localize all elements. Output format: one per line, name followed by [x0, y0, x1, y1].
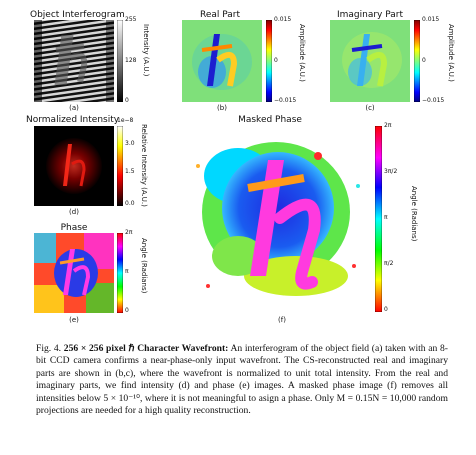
panel-b-image	[182, 20, 262, 102]
panel-d-image	[34, 126, 114, 206]
panel-c-title: Imaginary Part	[336, 10, 404, 20]
panel-a-tick: 255	[125, 16, 137, 23]
panel-e-title: Phase	[60, 223, 88, 233]
panel-c-tick: 0	[422, 57, 426, 64]
figure-caption: Fig. 4. 256 × 256 pixel ℏ Character Wave…	[36, 343, 448, 417]
panel-c-sublabel: (c)	[365, 104, 375, 112]
panel-d-tick: 3.0	[125, 140, 135, 147]
panel-d-tick: 0.0	[125, 200, 135, 207]
panel-a-image	[34, 20, 114, 102]
panel-e-sublabel: (e)	[69, 316, 79, 324]
panel-b-colorbar	[266, 20, 272, 102]
panel-f-tick: 0	[384, 306, 388, 313]
figure-4: Object Interferogram (a) 255 128 0 Inten…	[26, 10, 455, 324]
panel-e-colorbar	[117, 233, 123, 313]
panel-c-tick: 0.015	[422, 16, 440, 23]
panel-e-image	[34, 233, 114, 313]
panel-d-colorbar	[117, 126, 123, 206]
panel-f-tick: 3π/2	[384, 168, 398, 175]
panel-e-tick: 0	[125, 307, 129, 314]
panel-c-tick: −0.015	[422, 97, 445, 104]
panel-f-tick: π/2	[384, 260, 394, 267]
caption-fig-label: Fig. 4.	[36, 343, 62, 354]
panel-f-tick: 2π	[384, 122, 392, 129]
panel-a-colorbar	[117, 20, 123, 102]
panel-f-title: Masked Phase	[238, 115, 302, 125]
caption-body: An interferogram of the object field (a)…	[36, 343, 448, 417]
panel-e-tick: π	[125, 268, 129, 275]
panel-c-colorbar-label: Amplitude (A.U.)	[447, 24, 455, 82]
panel-a-tick: 128	[125, 57, 137, 64]
panel-d-title: Normalized Intensity	[26, 115, 120, 125]
panel-d-exponent: 1e−8	[117, 117, 134, 124]
panel-d-colorbar-label: Relative Intensity (A.U.)	[140, 124, 148, 207]
panel-f-colorbar-label: Angle (Radians)	[410, 186, 418, 242]
panel-a-title: Object Interferogram	[30, 10, 125, 20]
panel-f-sublabel: (f)	[278, 316, 286, 324]
panel-b-tick: 0.015	[274, 16, 292, 23]
panel-b-sublabel: (b)	[217, 104, 227, 112]
panel-c-image	[330, 20, 410, 102]
panel-d-sublabel: (d)	[69, 208, 79, 216]
panel-e-tick: 2π	[125, 229, 133, 236]
panel-f-image	[178, 126, 378, 312]
panel-e-colorbar-label: Angle (Radians)	[140, 238, 148, 294]
panel-f-colorbar	[375, 126, 382, 312]
panel-c-colorbar	[414, 20, 420, 102]
panel-a-tick: 0	[125, 97, 129, 104]
panel-b-colorbar-label: Amplitude (A.U.)	[298, 24, 306, 82]
panel-b-title: Real Part	[199, 10, 241, 20]
caption-title: 256 × 256 pixel ℏ Character Wavefront:	[63, 343, 229, 354]
panel-b-tick: 0	[274, 57, 278, 64]
panel-b-tick: −0.015	[274, 97, 297, 104]
panel-a-sublabel: (a)	[69, 104, 79, 112]
panel-f-tick: π	[384, 214, 388, 221]
panel-a-colorbar-label: Intensity (A.U.)	[142, 24, 150, 77]
panel-d-tick: 1.5	[125, 168, 135, 175]
